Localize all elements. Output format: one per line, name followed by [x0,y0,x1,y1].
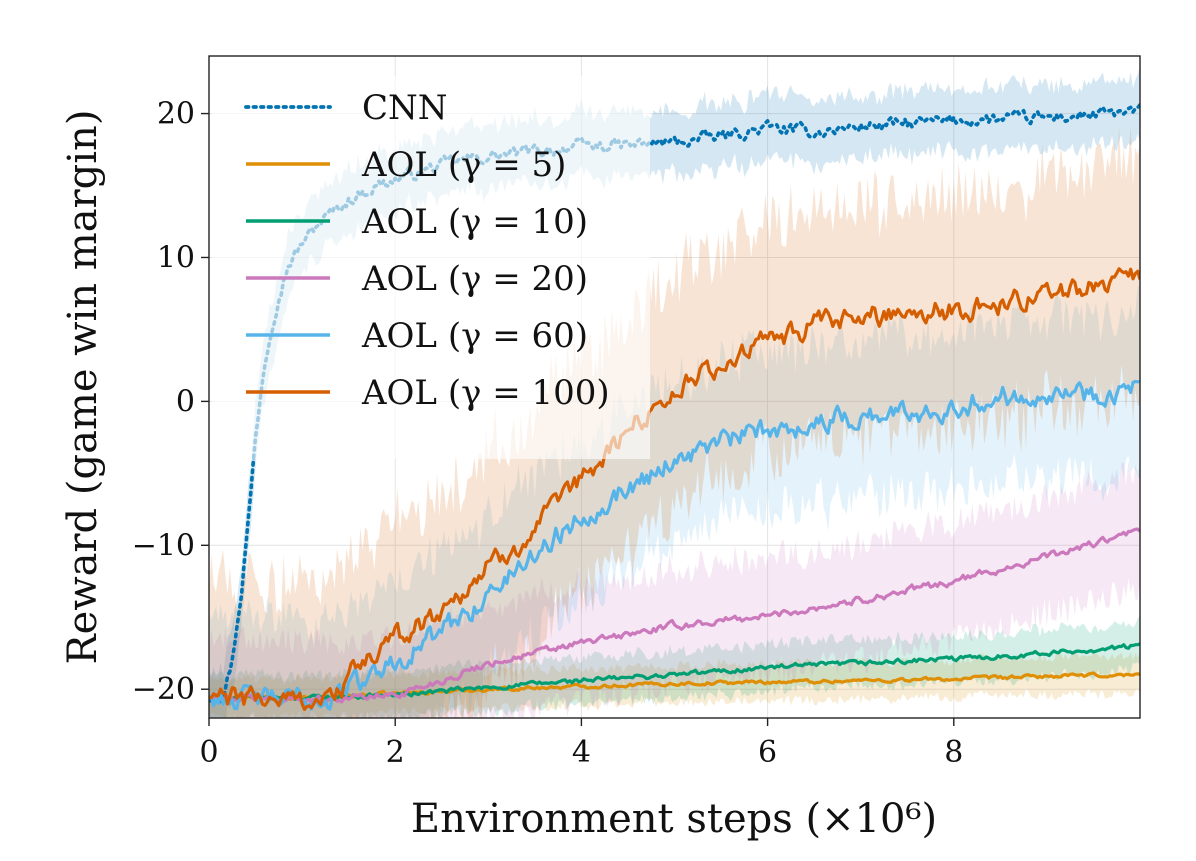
x-axis-label: Environment steps (×10⁶) [411,796,937,842]
legend-label: CNN [362,88,448,128]
series-band [209,460,1140,718]
y-tick-label: −20 [132,672,195,707]
series-band [209,125,1140,718]
x-tick-label: 2 [386,735,405,770]
legend-label: AOL (γ = 20) [361,259,588,299]
y-tick-label: −10 [132,528,195,563]
y-axis-label: Reward (game win margin) [60,110,106,665]
legend: CNN AOL (γ = 5) AOL (γ = 10) AOL (γ = 20) AO… [244,88,610,413]
x-tick-label: 0 [199,735,218,770]
legend-label: AOL (γ = 5) [361,145,566,185]
series-line [209,671,1140,702]
legend-box [212,76,650,459]
series-line [209,267,1140,711]
legend-label: AOL (γ = 60) [361,316,588,356]
x-tick-label: 6 [758,735,777,770]
y-tick-label: 0 [176,384,195,419]
x-tick-label: 8 [944,735,963,770]
legend-label: AOL (γ = 10) [361,202,588,242]
x-tick-label: 4 [572,735,591,770]
plot-frame [208,55,1141,719]
series-band [209,65,1140,718]
legend-label: AOL (γ = 100) [361,373,610,413]
series-line [209,527,1140,706]
y-tick-label: 10 [157,240,195,275]
axis-ticks: 0 2 4 6 8 −20 −10 0 10 20 [132,97,964,770]
y-tick-label: 20 [157,97,195,132]
series-line [209,379,1140,711]
